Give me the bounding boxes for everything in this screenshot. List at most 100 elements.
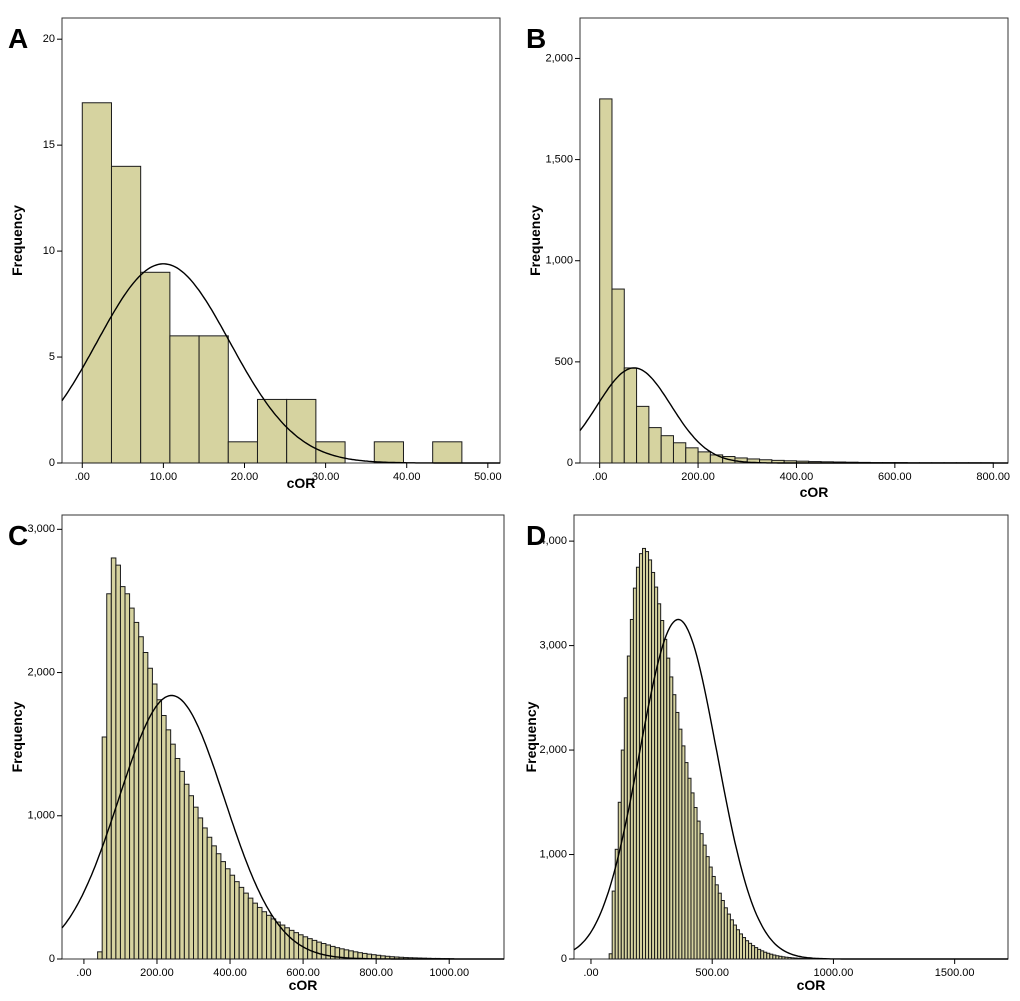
- histogram-bar: [275, 921, 281, 960]
- panel-c: C 0 1,000 2,000 3,000 .00 200.00 400.00 600.00 80…: [8, 514, 505, 993]
- histogram-bar: [183, 783, 190, 960]
- normal-curve: [61, 694, 504, 960]
- histogram-bar: [133, 621, 140, 960]
- x-tick-label: 600.00: [878, 471, 912, 483]
- histogram-bar: [293, 932, 300, 960]
- histogram-bar: [224, 868, 231, 960]
- histogram-bar: [81, 102, 112, 464]
- histogram-bar: [325, 944, 331, 960]
- x-axis-title: cOR: [289, 977, 318, 993]
- x-tick-label: 800.00: [359, 967, 393, 979]
- y-tick-label: 3,000: [539, 639, 567, 651]
- histogram-bar: [119, 586, 126, 960]
- x-tick-label: 30.00: [312, 471, 340, 483]
- x-axis-title: cOR: [797, 977, 826, 993]
- histogram-bar: [169, 335, 200, 464]
- x-tick-label: .00: [592, 471, 607, 483]
- x-tick-label: 1500.00: [935, 967, 975, 979]
- histogram-bar: [179, 770, 185, 960]
- y-tick-label: 0: [49, 457, 55, 469]
- y-tick-label: 0: [567, 457, 573, 469]
- x-tick-label: 400.00: [780, 471, 814, 483]
- y-tick-label: 500: [555, 356, 573, 368]
- y-tick-label: 1,500: [545, 153, 573, 165]
- histogram-bar: [140, 271, 171, 464]
- histogram-bar: [623, 367, 638, 464]
- histogram-bar: [261, 911, 268, 960]
- x-axis-title: cOR: [287, 475, 316, 491]
- histogram-bar: [697, 451, 711, 464]
- histogram-bar: [97, 951, 103, 960]
- histogram-bar: [206, 836, 213, 960]
- panel-letter: A: [8, 23, 28, 54]
- histogram-bar: [220, 861, 226, 960]
- histogram-bar: [320, 943, 327, 960]
- y-tick-label: 1,000: [545, 255, 573, 267]
- histogram-bar: [165, 729, 172, 960]
- panel-letter: C: [8, 520, 28, 551]
- histogram-bar: [101, 736, 108, 960]
- histogram-bar: [256, 398, 288, 464]
- y-axis-title: Frequency: [9, 205, 25, 276]
- x-tick-label: .00: [583, 967, 598, 979]
- histogram-bar: [316, 941, 322, 960]
- panel-letter: B: [526, 23, 546, 54]
- histogram-bar: [197, 817, 204, 960]
- y-tick-label: 10: [43, 245, 55, 257]
- y-tick-label: 4,000: [539, 535, 567, 547]
- x-tick-label: 1000.00: [814, 967, 854, 979]
- panel-b: B 0 500 1,000 1,500 2,000 .00 200.00 400.00 600.0…: [526, 17, 1010, 500]
- histogram-bar: [315, 441, 346, 464]
- histogram-bar: [115, 564, 121, 960]
- histogram-bar: [311, 939, 318, 960]
- histogram-bar: [215, 853, 222, 960]
- histogram-bar: [256, 906, 263, 960]
- histogram-bar: [110, 165, 142, 464]
- normal-curve: [573, 618, 1008, 960]
- x-tick-label: 1000.00: [429, 967, 469, 979]
- x-tick-label: 20.00: [231, 471, 259, 483]
- x-tick-label: .00: [75, 471, 90, 483]
- histogram-bar: [599, 98, 613, 464]
- panel-d: D 0 1,000 2,000 3,000 4,000 .00 500.00 1000.00 15…: [523, 514, 1009, 993]
- histogram-bar: [432, 441, 463, 464]
- y-axis-title: Frequency: [9, 701, 25, 772]
- histogram-bar: [156, 699, 163, 960]
- histogram-bar: [198, 335, 229, 464]
- histogram-bar: [227, 441, 258, 464]
- histogram-bar: [129, 607, 135, 960]
- histogram-bar: [270, 918, 277, 960]
- histogram-bar: [672, 442, 687, 464]
- y-tick-label: 20: [43, 33, 55, 45]
- histogram-bar: [138, 636, 144, 960]
- x-tick-label: 50.00: [474, 471, 502, 483]
- x-tick-label: 500.00: [695, 967, 729, 979]
- histogram-bar: [174, 757, 181, 960]
- x-tick-label: 600.00: [286, 967, 320, 979]
- y-tick-label: 2,000: [545, 52, 573, 64]
- histogram-bar: [373, 441, 404, 464]
- histogram-bar: [142, 651, 149, 960]
- histogram-bar: [147, 667, 153, 960]
- y-tick-label: 1,000: [27, 810, 55, 822]
- histogram-bar: [266, 914, 272, 960]
- y-tick-label: 0: [561, 953, 567, 965]
- histogram-bar: [202, 827, 208, 960]
- y-tick-label: 2,000: [539, 744, 567, 756]
- y-tick-label: 3,000: [27, 523, 55, 535]
- x-tick-label: 800.00: [976, 471, 1010, 483]
- histogram-bar: [685, 447, 699, 464]
- histogram-bar: [229, 874, 236, 960]
- histogram-bar: [188, 795, 195, 960]
- x-tick-label: 40.00: [393, 471, 421, 483]
- histogram-bar: [648, 427, 662, 464]
- panel-letter: D: [526, 520, 546, 551]
- y-tick-label: 15: [43, 139, 55, 151]
- histogram-bar: [636, 405, 650, 464]
- y-tick-label: 0: [49, 953, 55, 965]
- histogram-bar: [288, 929, 295, 960]
- histogram-bar: [660, 435, 674, 464]
- normal-curve: [579, 367, 1008, 464]
